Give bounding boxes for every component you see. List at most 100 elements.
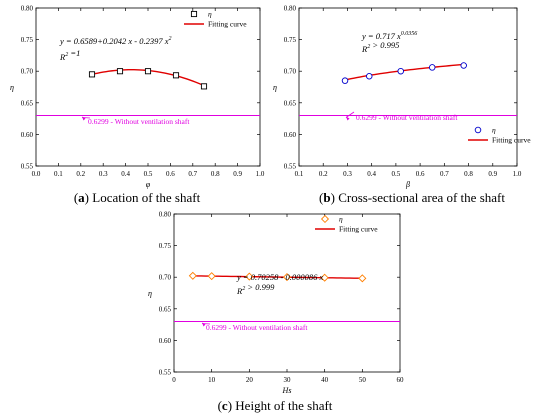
y-tick-label: 0.55 bbox=[284, 163, 297, 171]
data-point bbox=[116, 68, 124, 75]
baseline-arrowhead bbox=[202, 322, 206, 327]
legend-marker-label: η bbox=[339, 215, 343, 224]
baseline-arrowhead bbox=[346, 116, 350, 121]
x-tick-label: 0.4 bbox=[121, 170, 130, 178]
x-tick-label: 0.2 bbox=[319, 170, 328, 178]
caption-c: (c) Height of the shaft bbox=[217, 398, 333, 413]
x-tick-label: 0.6 bbox=[416, 170, 425, 178]
x-tick-label: 0.6 bbox=[166, 170, 175, 178]
caption-a-text: Location of the shaft bbox=[92, 190, 201, 205]
x-tick-label: 0.2 bbox=[76, 170, 85, 178]
plot-frame bbox=[35, 7, 261, 167]
y-tick-label: 0.60 bbox=[159, 337, 172, 345]
x-tick-label: 0.0 bbox=[32, 170, 41, 178]
legend-marker bbox=[190, 10, 198, 18]
chart-a: 0.0 0.1 0.2 0.3 0.4 0.5 0.6 0.7 0.8 0.9 1.0 0.55 0.6… bbox=[10, 5, 265, 190]
x-tick-label: 30 bbox=[284, 376, 292, 384]
x-tick-label: 10 bbox=[208, 376, 216, 384]
x-tick-label: 0 bbox=[172, 376, 176, 384]
data-point bbox=[397, 67, 404, 75]
data-point bbox=[358, 274, 367, 283]
y-tick-label: 0.55 bbox=[159, 369, 172, 377]
data-point bbox=[245, 272, 254, 281]
legend-fit-label: Fitting curve bbox=[208, 20, 247, 29]
fit-equation: y = 0.6589+0.2042 x - 0.2397 x2 bbox=[59, 36, 172, 46]
baseline-label: 0.6299 - Without ventilation shaft bbox=[356, 113, 458, 122]
y-tick-label: 0.60 bbox=[284, 131, 297, 139]
y-tick-label: 0.55 bbox=[21, 163, 34, 171]
x-tick-label: 0.9 bbox=[488, 170, 497, 178]
x-tick-label: 0.5 bbox=[392, 170, 401, 178]
plot-frame bbox=[298, 7, 518, 167]
legend-marker bbox=[320, 214, 330, 224]
x-tick-label: 0.5 bbox=[144, 170, 153, 178]
data-point bbox=[200, 83, 208, 90]
fit-r-squared: R2 > 0.999 bbox=[236, 282, 275, 296]
plot-frame bbox=[173, 213, 401, 373]
y-tick-label: 0.75 bbox=[21, 36, 34, 44]
x-tick-label: 0.8 bbox=[211, 170, 220, 178]
data-point bbox=[320, 273, 329, 282]
x-tick-label: 60 bbox=[397, 376, 405, 384]
x-tick-label: 0.3 bbox=[343, 170, 352, 178]
caption-b: (b) Cross-sectional area of the shaft bbox=[319, 190, 505, 205]
fitting-curve bbox=[344, 63, 464, 81]
baseline-label: 0.6299 - Without ventilation shaft bbox=[88, 117, 190, 126]
y-axis-label: η bbox=[148, 289, 152, 298]
data-point bbox=[88, 71, 96, 78]
legend-marker-label: η bbox=[208, 10, 212, 19]
x-axis-label: β bbox=[405, 180, 410, 189]
data-point bbox=[365, 73, 373, 80]
y-tick-label: 0.80 bbox=[159, 211, 172, 219]
y-tick-label: 0.75 bbox=[159, 242, 172, 250]
data-point bbox=[188, 271, 197, 280]
baseline-label: 0.6299 - Without ventilation shaft bbox=[206, 323, 308, 332]
x-tick-label: 20 bbox=[246, 376, 254, 384]
caption-b-letter: b bbox=[323, 190, 331, 205]
fit-r-squared: R2 =1 bbox=[59, 48, 80, 62]
y-axis-label: η bbox=[10, 83, 14, 92]
data-point bbox=[172, 72, 180, 79]
caption-b-text: Cross-sectional area of the shaft bbox=[338, 190, 505, 205]
data-point bbox=[144, 68, 152, 75]
caption-a-letter: a bbox=[78, 190, 85, 205]
fit-r-squared: R2 > 0.995 bbox=[361, 40, 399, 54]
x-tick-label: 1.0 bbox=[513, 170, 522, 178]
y-tick-label: 0.60 bbox=[21, 131, 34, 139]
x-tick-label: 50 bbox=[359, 376, 367, 384]
y-tick-label: 0.70 bbox=[21, 68, 34, 76]
y-tick-label: 0.80 bbox=[284, 5, 297, 13]
legend-marker bbox=[474, 126, 482, 134]
chart-c: 0 10 20 30 40 50 60 0.55 0.60 0.65 0.70 0.75 0.80 Hs η… bbox=[148, 211, 404, 396]
y-tick-label: 0.65 bbox=[21, 99, 34, 107]
x-axis-label: φ bbox=[146, 180, 151, 189]
data-point bbox=[460, 62, 467, 69]
caption-c-text: Height of the shaft bbox=[235, 398, 333, 413]
data-point bbox=[341, 77, 349, 84]
x-tick-label: 0.4 bbox=[367, 170, 376, 178]
data-point bbox=[428, 64, 436, 71]
x-tick-label: 0.1 bbox=[54, 170, 63, 178]
legend-fit-label: Fitting curve bbox=[492, 136, 531, 145]
x-tick-label: 1.0 bbox=[256, 170, 265, 178]
x-tick-label: 0.1 bbox=[295, 170, 304, 178]
x-tick-label: 0.8 bbox=[464, 170, 473, 178]
legend-fit-label: Fitting curve bbox=[339, 225, 378, 234]
fit-equation: y = 0.70258 - 0.000086 x bbox=[236, 272, 323, 282]
caption-a: (a) Location of the shaft bbox=[73, 190, 201, 205]
caption-c-letter: c bbox=[221, 398, 228, 413]
fitting-curve bbox=[192, 275, 363, 279]
y-tick-label: 0.75 bbox=[284, 36, 297, 44]
y-tick-label: 0.65 bbox=[159, 305, 172, 313]
fit-equation: y = 0.717 x0.0356 bbox=[361, 31, 417, 41]
chart-b: 0.1 0.2 0.3 0.4 0.5 0.6 0.7 0.8 0.9 1.0 0.55 0.60 0.… bbox=[273, 5, 531, 190]
data-point bbox=[282, 273, 292, 282]
y-axis-label: η bbox=[273, 83, 277, 92]
y-tick-label: 0.65 bbox=[284, 99, 297, 107]
x-axis-label: Hs bbox=[282, 386, 292, 395]
x-tick-label: 0.7 bbox=[440, 170, 449, 178]
